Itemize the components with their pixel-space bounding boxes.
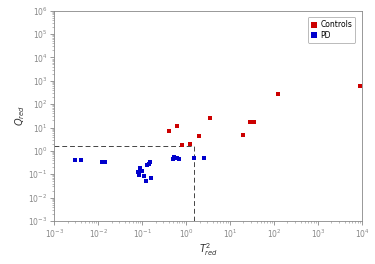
Controls bbox=[240, 133, 246, 137]
PD bbox=[148, 176, 154, 180]
PD bbox=[140, 169, 146, 173]
X-axis label: $T^2_{red}$: $T^2_{red}$ bbox=[199, 242, 218, 258]
Controls bbox=[166, 129, 172, 133]
PD bbox=[174, 156, 180, 161]
PD bbox=[135, 170, 141, 175]
Controls bbox=[174, 124, 180, 128]
Controls bbox=[207, 116, 213, 120]
PD bbox=[137, 166, 143, 170]
Legend: Controls, PD: Controls, PD bbox=[308, 17, 355, 43]
PD bbox=[102, 160, 108, 164]
PD bbox=[201, 156, 207, 161]
Controls bbox=[179, 143, 185, 147]
PD bbox=[141, 174, 147, 178]
PD bbox=[177, 157, 183, 161]
PD bbox=[99, 160, 105, 164]
PD bbox=[171, 155, 177, 159]
PD bbox=[146, 162, 152, 166]
Controls bbox=[195, 134, 201, 138]
PD bbox=[72, 158, 78, 162]
PD bbox=[144, 163, 150, 167]
Controls bbox=[247, 119, 253, 124]
PD bbox=[191, 156, 197, 161]
Controls bbox=[357, 84, 363, 88]
PD bbox=[136, 173, 142, 177]
Controls bbox=[274, 92, 280, 96]
Y-axis label: $Q_{red}$: $Q_{red}$ bbox=[13, 105, 27, 126]
PD bbox=[147, 160, 153, 164]
Controls bbox=[187, 142, 193, 146]
PD bbox=[170, 157, 176, 161]
PD bbox=[143, 179, 149, 183]
PD bbox=[78, 158, 84, 162]
Controls bbox=[251, 119, 257, 124]
